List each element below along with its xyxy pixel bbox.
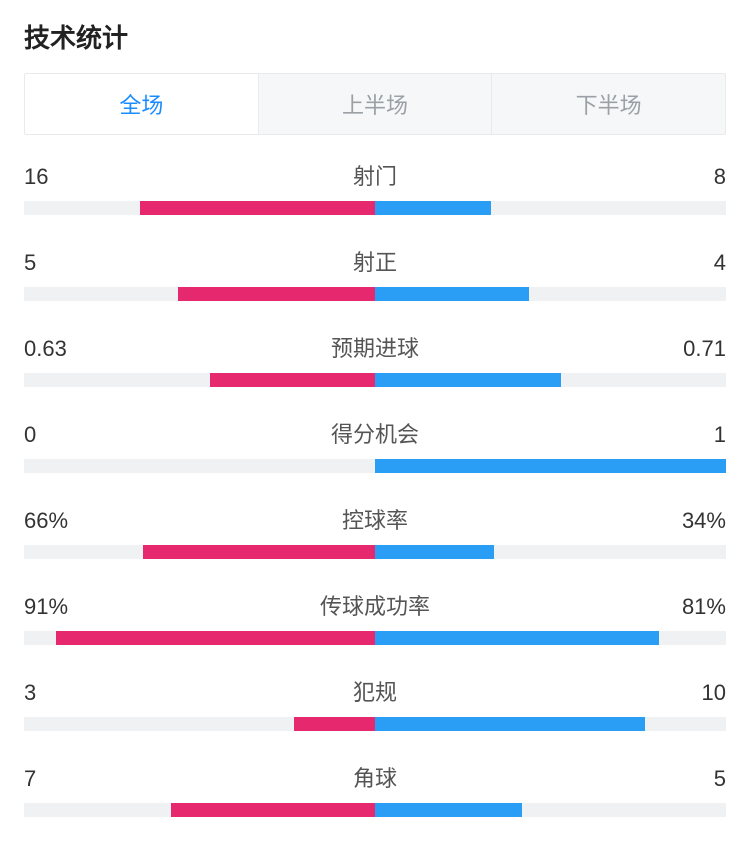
bar-fill-home (210, 373, 375, 387)
stat-row: 0 得分机会 1 (24, 417, 726, 473)
stat-row-head: 16 射门 8 (24, 159, 726, 191)
stat-row-head: 7 角球 5 (24, 761, 726, 793)
away-value: 8 (666, 164, 726, 190)
home-value: 7 (24, 766, 84, 792)
bar-fill-home (140, 201, 375, 215)
tab-0[interactable]: 全场 (25, 74, 258, 134)
stat-row: 5 射正 4 (24, 245, 726, 301)
home-value: 16 (24, 164, 84, 190)
panel-title: 技术统计 (24, 18, 726, 55)
home-value: 0.63 (24, 336, 84, 362)
stat-row-head: 91% 传球成功率 81% (24, 589, 726, 621)
stat-label: 控球率 (342, 503, 408, 535)
stat-bar (24, 201, 726, 215)
bar-fill-away (375, 287, 529, 301)
stat-bar (24, 287, 726, 301)
bar-half-home (24, 287, 375, 301)
away-value: 5 (666, 766, 726, 792)
bar-half-home (24, 459, 375, 473)
bar-half-home (24, 803, 375, 817)
stats-panel: 技术统计 全场 上半场 下半场 16 射门 8 5 射正 4 0.63 预期进球 0.71 0 得分机会… (0, 0, 750, 817)
stat-label: 角球 (353, 761, 397, 793)
stat-bar (24, 803, 726, 817)
stat-label: 传球成功率 (320, 589, 430, 621)
bar-fill-home (294, 717, 375, 731)
bar-half-away (375, 287, 726, 301)
bar-half-home (24, 717, 375, 731)
stat-label: 预期进球 (331, 331, 419, 363)
away-value: 1 (666, 422, 726, 448)
bar-half-away (375, 803, 726, 817)
bar-fill-home (171, 803, 375, 817)
stat-row: 66% 控球率 34% (24, 503, 726, 559)
bar-half-away (375, 373, 726, 387)
away-value: 4 (666, 250, 726, 276)
stat-bar (24, 545, 726, 559)
bar-fill-away (375, 373, 561, 387)
bar-fill-away (375, 631, 659, 645)
bar-fill-home (178, 287, 375, 301)
stat-label: 犯规 (353, 675, 397, 707)
bar-half-away (375, 201, 726, 215)
stat-bar (24, 459, 726, 473)
stat-label: 射门 (353, 159, 397, 191)
bar-fill-away (375, 545, 494, 559)
tab-label: 上半场 (342, 93, 408, 118)
stat-row-head: 0 得分机会 1 (24, 417, 726, 449)
bar-half-away (375, 717, 726, 731)
bar-half-away (375, 545, 726, 559)
stat-label: 射正 (353, 245, 397, 277)
bar-half-home (24, 545, 375, 559)
bar-fill-away (375, 803, 522, 817)
bar-half-home (24, 631, 375, 645)
stat-row: 0.63 预期进球 0.71 (24, 331, 726, 387)
stat-row: 91% 传球成功率 81% (24, 589, 726, 645)
stat-row-head: 5 射正 4 (24, 245, 726, 277)
bar-half-home (24, 201, 375, 215)
tab-label: 下半场 (576, 93, 642, 118)
bar-half-away (375, 459, 726, 473)
stat-label: 得分机会 (331, 417, 419, 449)
bar-half-home (24, 373, 375, 387)
away-value: 0.71 (666, 336, 726, 362)
stat-bar (24, 631, 726, 645)
away-value: 10 (666, 680, 726, 706)
bar-fill-away (375, 459, 726, 473)
stat-row-head: 0.63 预期进球 0.71 (24, 331, 726, 363)
stat-row: 3 犯规 10 (24, 675, 726, 731)
bar-half-away (375, 631, 726, 645)
stat-row-head: 3 犯规 10 (24, 675, 726, 707)
stat-row: 7 角球 5 (24, 761, 726, 817)
bar-fill-home (56, 631, 375, 645)
home-value: 66% (24, 508, 84, 534)
tab-label: 全场 (119, 93, 163, 118)
bar-fill-home (143, 545, 375, 559)
bar-fill-away (375, 201, 491, 215)
period-tabs: 全场 上半场 下半场 (24, 73, 726, 135)
home-value: 3 (24, 680, 84, 706)
stat-row: 16 射门 8 (24, 159, 726, 215)
home-value: 5 (24, 250, 84, 276)
away-value: 34% (666, 508, 726, 534)
stats-list: 16 射门 8 5 射正 4 0.63 预期进球 0.71 0 得分机会 1 66% 控球率 34% 91% 传… (24, 159, 726, 817)
tab-2[interactable]: 下半场 (491, 74, 725, 134)
home-value: 91% (24, 594, 84, 620)
away-value: 81% (666, 594, 726, 620)
stat-bar (24, 717, 726, 731)
stat-row-head: 66% 控球率 34% (24, 503, 726, 535)
stat-bar (24, 373, 726, 387)
tab-1[interactable]: 上半场 (258, 74, 492, 134)
home-value: 0 (24, 422, 84, 448)
bar-fill-away (375, 717, 645, 731)
